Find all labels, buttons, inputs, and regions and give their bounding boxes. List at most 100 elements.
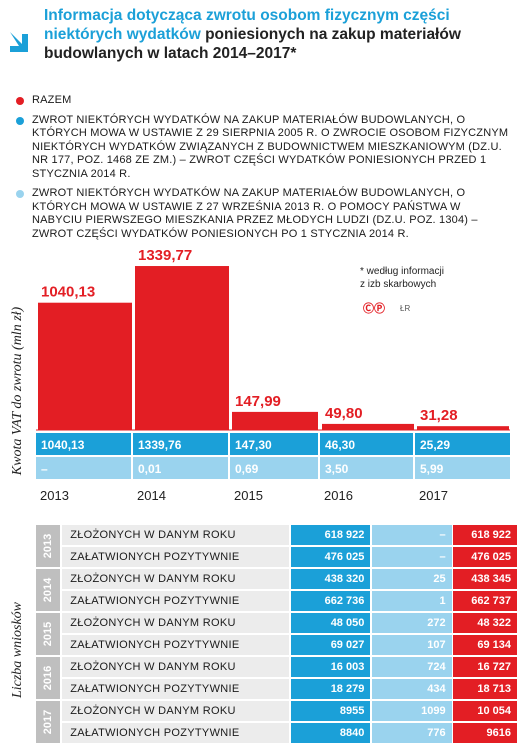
band-divider xyxy=(318,433,320,479)
table-gap xyxy=(60,613,63,633)
table-gap xyxy=(289,723,291,743)
bar-total xyxy=(322,423,414,430)
table-gap xyxy=(60,591,63,611)
table-gap xyxy=(370,657,373,677)
table-value-before-2014: 662 736 xyxy=(290,591,371,611)
table-year-cell: 2013 xyxy=(36,525,61,567)
table-value-before-2014: 8955 xyxy=(290,701,371,721)
series-after-2014-label: 0,69 xyxy=(235,462,259,476)
table-row: ZAŁATWIONYCH POZYTYWNIE 8840 776 9616 xyxy=(36,723,517,743)
bar-total-label: 49,80 xyxy=(325,405,363,422)
table-gap xyxy=(451,679,454,699)
table-year-label: 2014 xyxy=(42,577,55,603)
table-value-after-2014: 1099 xyxy=(372,701,452,721)
bar-total-label: 31,28 xyxy=(420,407,458,424)
table-value-total: 9616 xyxy=(453,723,517,743)
table-value-before-2014: 48 050 xyxy=(290,613,371,633)
table-row-label: ZŁOŻONYCH W DANYM ROKU xyxy=(62,569,290,589)
table-gap xyxy=(370,701,373,721)
legend-dot-icon xyxy=(16,116,24,125)
series-after-2014-label: 5,99 xyxy=(420,462,444,476)
table-value-after-2014: 107 xyxy=(372,635,452,655)
legend-text: RAZEM xyxy=(32,94,72,106)
table-gap xyxy=(370,635,373,655)
table-gap xyxy=(289,657,291,677)
table-year-cell: 2015 xyxy=(36,613,61,655)
page-title: Informacja dotycząca zwrotu osobom fizyc… xyxy=(44,6,512,63)
bar-chart: 1040,13 1040,13 – 2013 1339,77 1339,76 0,01 201… xyxy=(36,247,510,503)
table-gap xyxy=(289,635,291,655)
table-gap xyxy=(451,613,454,633)
table-row: 2017 ZŁOŻONYCH W DANYM ROKU 8955 1099 10 054 xyxy=(36,701,517,743)
table-gap xyxy=(451,525,454,545)
table-gap xyxy=(451,635,454,655)
table-gap xyxy=(451,569,454,589)
table-value-after-2014: 1 xyxy=(372,591,452,611)
table-value-before-2014: 18 279 xyxy=(290,679,371,699)
table-row-label: ZAŁATWIONYCH POZYTYWNIE xyxy=(62,723,290,743)
table-value-before-2014: 476 025 xyxy=(290,547,371,567)
table-row: ZAŁATWIONYCH POZYTYWNIE 662 736 1 662 737 xyxy=(36,591,517,611)
table-gap xyxy=(370,569,373,589)
table-row-label: ZAŁATWIONYCH POZYTYWNIE xyxy=(62,547,290,567)
table-value-after-2014: 434 xyxy=(372,679,452,699)
series-before-2014-label: 1040,13 xyxy=(41,438,85,452)
bar-total-label: 1040,13 xyxy=(41,284,95,301)
legend-item: ZWROT NIEKTÓRYCH WYDATKÓW NA ZAKUP MATER… xyxy=(16,187,512,241)
table-value-total: 662 737 xyxy=(453,591,517,611)
legend: RAZEM ZWROT NIEKTÓRYCH WYDATKÓW NA ZAKUP … xyxy=(16,94,512,247)
table-gap xyxy=(370,679,373,699)
table-value-after-2014: 724 xyxy=(372,657,452,677)
series-before-2014-label: 25,29 xyxy=(420,438,450,452)
title-highlight: Informacja dotycząca zwrotu osobom fizyc… xyxy=(44,7,450,43)
table-value-before-2014: 8840 xyxy=(290,723,371,743)
table-row: ZAŁATWIONYCH POZYTYWNIE 18 279 434 18 713 xyxy=(36,679,517,699)
table-value-total: 10 054 xyxy=(453,701,517,721)
author-initials: ŁR xyxy=(400,304,411,313)
table-row: ZAŁATWIONYCH POZYTYWNIE 69 027 107 69 134 xyxy=(36,635,517,655)
table-value-after-2014: – xyxy=(372,525,452,545)
table-value-after-2014: – xyxy=(372,547,452,567)
table-gap xyxy=(289,591,291,611)
x-tick-label: 2014 xyxy=(137,488,166,503)
series-band-bg xyxy=(36,457,510,479)
table-value-total: 16 727 xyxy=(453,657,517,677)
table-gap xyxy=(60,679,63,699)
table-value-before-2014: 69 027 xyxy=(290,635,371,655)
table-gap xyxy=(289,613,291,633)
series-after-2014-label: 3,50 xyxy=(325,462,349,476)
x-tick-label: 2016 xyxy=(324,488,353,503)
bar-total xyxy=(135,266,229,430)
table-row-label: ZŁOŻONYCH W DANYM ROKU xyxy=(62,657,290,677)
table-row-label: ZAŁATWIONYCH POZYTYWNIE xyxy=(62,635,290,655)
copyright-mark: ⒸⓅ xyxy=(363,303,385,315)
table-gap xyxy=(370,613,373,633)
source-note-line2: z izb skarbowych xyxy=(360,279,437,290)
bar-total xyxy=(232,411,318,430)
table-value-total: 18 713 xyxy=(453,679,517,699)
table-value-after-2014: 25 xyxy=(372,569,452,589)
table-row: ZAŁATWIONYCH POZYTYWNIE 476 025–476 025 xyxy=(36,547,517,567)
legend-dot-icon xyxy=(16,190,24,198)
table-value-total: 438 345 xyxy=(453,569,517,589)
table-row-label: ZAŁATWIONYCH POZYTYWNIE xyxy=(62,591,290,611)
table-gap xyxy=(451,547,454,567)
table-gap xyxy=(60,657,63,677)
table-gap xyxy=(451,723,454,743)
table-row-label: ZŁOŻONYCH W DANYM ROKU xyxy=(62,701,290,721)
table-value-before-2014: 438 320 xyxy=(290,569,371,589)
x-tick-label: 2017 xyxy=(419,488,448,503)
table-year-label: 2016 xyxy=(42,665,55,691)
table-gap xyxy=(289,701,291,721)
table-year-cell: 2016 xyxy=(36,657,61,699)
table-row-label: ZŁOŻONYCH W DANYM ROKU xyxy=(62,613,290,633)
table-gap xyxy=(370,525,373,545)
table-row: 2015 ZŁOŻONYCH W DANYM ROKU 48 050 272 48 32… xyxy=(36,613,517,655)
table-gap xyxy=(370,723,373,743)
table-year-label: 2017 xyxy=(42,709,55,735)
band-divider xyxy=(228,433,230,479)
table-row-label: ZAŁATWIONYCH POZYTYWNIE xyxy=(62,679,290,699)
table-gap xyxy=(60,635,63,655)
legend-item: ZWROT NIEKTÓRYCH WYDATKÓW NA ZAKUP MATER… xyxy=(16,114,512,182)
table-value-total: 48 322 xyxy=(453,613,517,633)
